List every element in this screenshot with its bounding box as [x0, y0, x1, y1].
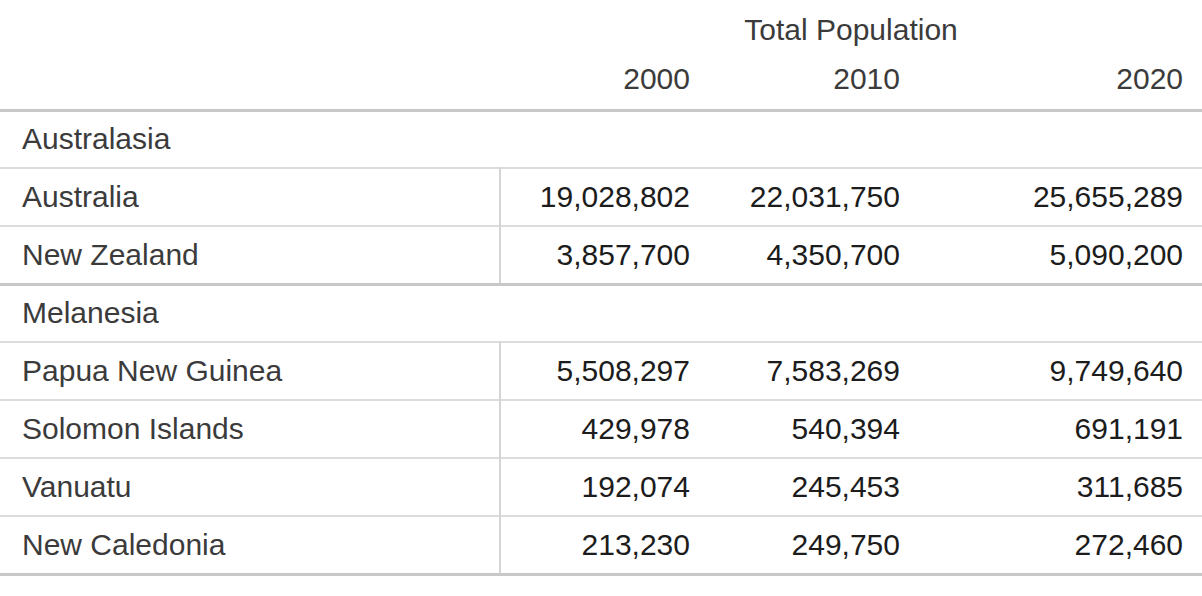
country-label: Papua New Guinea — [0, 342, 500, 400]
population-value: 5,508,297 — [500, 342, 702, 400]
population-value: 192,074 — [500, 458, 702, 516]
population-value: 19,028,802 — [500, 168, 702, 226]
table-group-header-row: Total Population — [0, 0, 1202, 54]
section-label: Melanesia — [0, 284, 1202, 342]
table-row: New Zealand 3,857,700 4,350,700 5,090,20… — [0, 226, 1202, 284]
population-value: 4,350,700 — [702, 226, 912, 284]
population-value: 245,453 — [702, 458, 912, 516]
group-title-total-population: Total Population — [500, 0, 1202, 54]
empty-header-cell — [0, 54, 500, 110]
country-label: New Zealand — [0, 226, 500, 284]
population-value: 540,394 — [702, 400, 912, 458]
country-label: Vanuatu — [0, 458, 500, 516]
population-value: 25,655,289 — [912, 168, 1202, 226]
population-value: 7,583,269 — [702, 342, 912, 400]
empty-corner-cell — [0, 0, 500, 54]
page: Total Population 2000 2010 2020 Australa… — [0, 0, 1202, 596]
country-label: Solomon Islands — [0, 400, 500, 458]
table-row: Australia 19,028,802 22,031,750 25,655,2… — [0, 168, 1202, 226]
country-label: New Caledonia — [0, 516, 500, 574]
population-value: 3,857,700 — [500, 226, 702, 284]
year-header-2020: 2020 — [912, 54, 1202, 110]
section-label: Australasia — [0, 110, 1202, 168]
country-label: Australia — [0, 168, 500, 226]
population-value: 429,978 — [500, 400, 702, 458]
table-row: Vanuatu 192,074 245,453 311,685 — [0, 458, 1202, 516]
population-value: 691,191 — [912, 400, 1202, 458]
population-value: 213,230 — [500, 516, 702, 574]
table-row: Papua New Guinea 5,508,297 7,583,269 9,7… — [0, 342, 1202, 400]
table-year-header-row: 2000 2010 2020 — [0, 54, 1202, 110]
table-row: New Caledonia 213,230 249,750 272,460 — [0, 516, 1202, 574]
year-header-2010: 2010 — [702, 54, 912, 110]
population-value: 5,090,200 — [912, 226, 1202, 284]
section-row-melanesia: Melanesia — [0, 284, 1202, 342]
population-value: 272,460 — [912, 516, 1202, 574]
population-value: 9,749,640 — [912, 342, 1202, 400]
population-value: 249,750 — [702, 516, 912, 574]
year-header-2000: 2000 — [500, 54, 702, 110]
population-value: 311,685 — [912, 458, 1202, 516]
population-value: 22,031,750 — [702, 168, 912, 226]
table-row: Solomon Islands 429,978 540,394 691,191 — [0, 400, 1202, 458]
population-table: Total Population 2000 2010 2020 Australa… — [0, 0, 1202, 576]
section-row-australasia: Australasia — [0, 110, 1202, 168]
